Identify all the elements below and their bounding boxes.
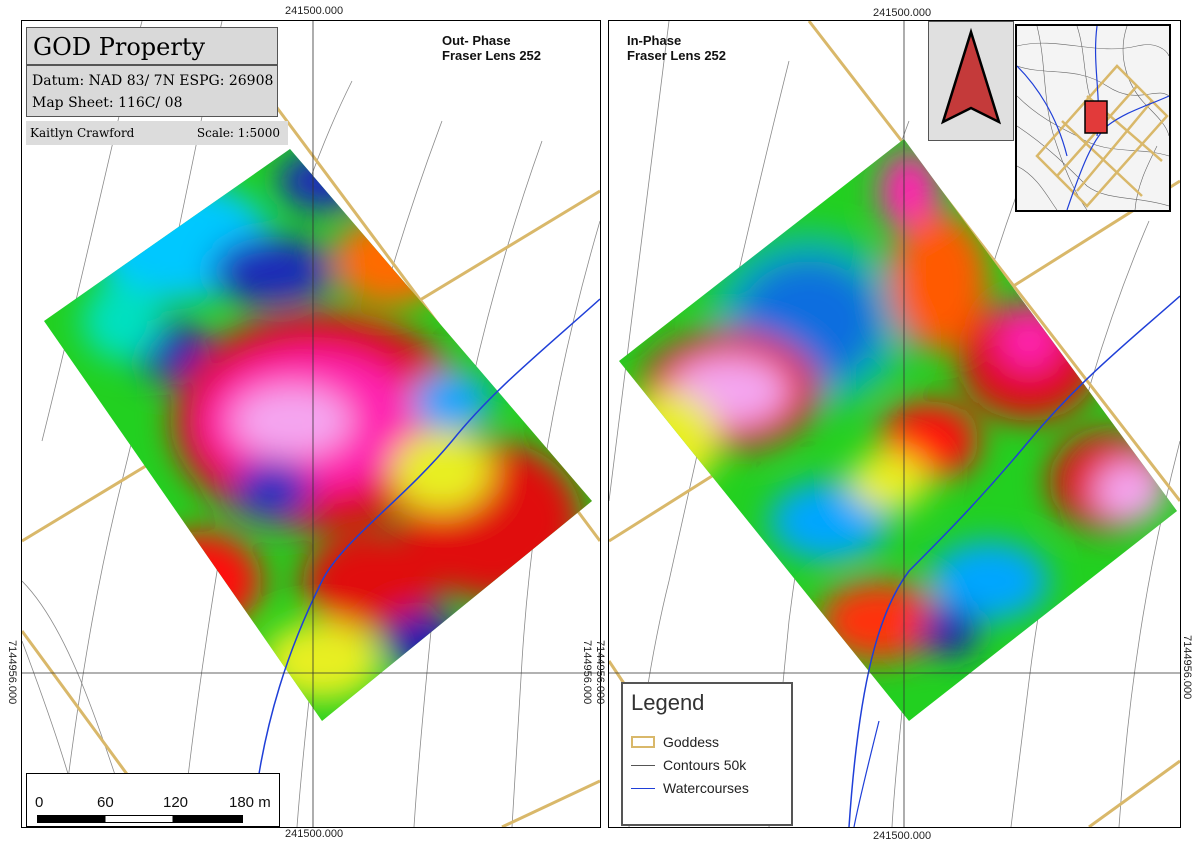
in-phase-map-panel: In-Phase Fraser Lens 252 — [608, 20, 1181, 828]
scale-tick-0: 0 — [35, 794, 44, 811]
phase-label: Out- Phase Fraser Lens 252 — [442, 33, 541, 63]
left-coord-left: 7144956.000 — [6, 640, 18, 705]
watercourse-swatch-icon — [631, 788, 655, 789]
left-coord-top: 241500.000 — [285, 5, 344, 17]
goddess-swatch-icon — [631, 736, 655, 748]
phase-label-line2: Fraser Lens 252 — [627, 48, 727, 63]
out-phase-map — [22, 21, 600, 827]
out-phase-map-panel: GOD Property Datum: NAD 83/ 7N ESPG: 269… — [21, 20, 601, 828]
scale-bar-graphic — [37, 815, 243, 823]
inset-map-graphic — [1017, 26, 1169, 210]
legend-label-contours: Contours 50k — [663, 757, 747, 773]
datum-text: Datum: NAD 83/ 7N ESPG: 26908 — [32, 73, 274, 89]
right-coord-top: 241500.000 — [873, 7, 932, 19]
right-coord-bottom: 241500.000 — [873, 830, 932, 842]
map-title: GOD Property — [26, 27, 278, 65]
scale-text: Scale: 1:5000 — [196, 126, 280, 140]
inset-locator-map — [1015, 24, 1171, 212]
left-coord-right: 7144956.000 — [594, 640, 606, 705]
author-name: Kaitlyn Crawford — [30, 126, 135, 140]
contour-swatch-icon — [631, 765, 655, 766]
scale-bar: 0 60 120 180 m — [26, 773, 280, 827]
phase-label-line1: In-Phase — [627, 33, 682, 48]
map-info-box: Datum: NAD 83/ 7N ESPG: 26908 Map Sheet:… — [26, 65, 278, 117]
in-phase-map — [609, 21, 1180, 827]
scale-tick-180: 180 m — [229, 794, 271, 811]
north-arrow-box — [928, 21, 1014, 141]
watercourse-line — [251, 298, 600, 827]
watercourse-line — [848, 295, 1180, 827]
left-coord-bottom: 241500.000 — [285, 828, 344, 840]
author-box: Kaitlyn Crawford Scale: 1:5000 — [26, 121, 288, 145]
right-coord-left: 7144956.000 — [581, 640, 593, 705]
scale-tick-120: 120 — [163, 794, 189, 811]
right-coord-right: 7144956.000 — [1181, 635, 1193, 700]
legend: Legend Goddess Contours 50k Watercourses — [621, 682, 793, 826]
phase-label: In-Phase Fraser Lens 252 — [627, 33, 726, 63]
legend-label-watercourses: Watercourses — [663, 780, 749, 796]
map-sheet-text: Map Sheet: 116C/ 08 — [32, 95, 183, 111]
phase-label-line2: Fraser Lens 252 — [442, 48, 542, 63]
inset-location-marker — [1084, 100, 1108, 134]
phase-label-line1: Out- Phase — [442, 33, 511, 48]
legend-title: Legend — [631, 690, 705, 715]
watercourse-line-2 — [853, 720, 880, 827]
north-arrow-icon — [940, 27, 1002, 125]
scale-tick-60: 60 — [97, 794, 114, 811]
legend-label-goddess: Goddess — [663, 734, 720, 750]
